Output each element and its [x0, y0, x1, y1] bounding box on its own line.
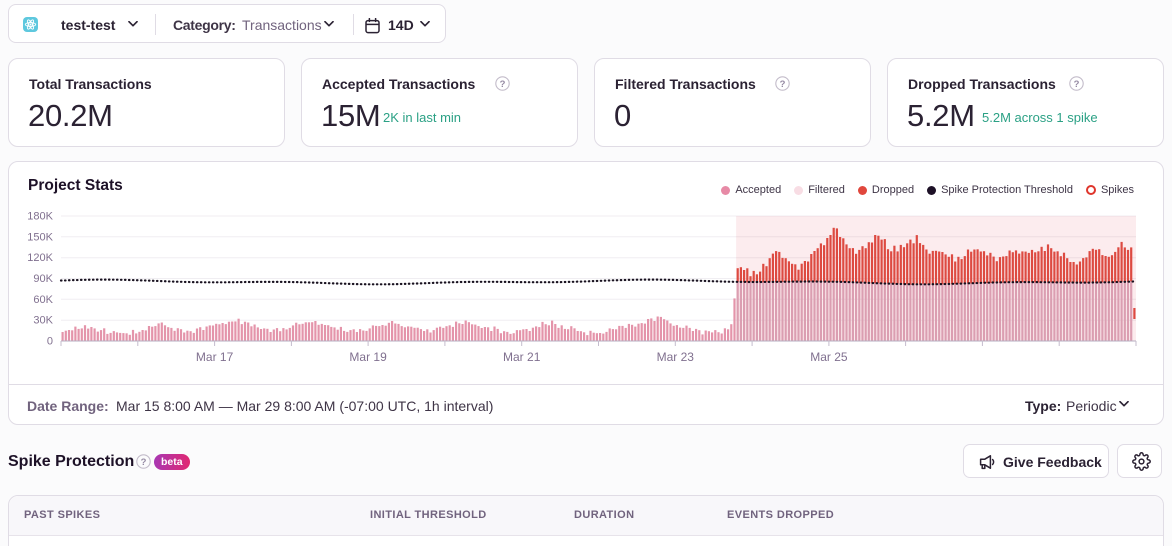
svg-text:150K: 150K [27, 231, 53, 243]
svg-text:120K: 120K [27, 252, 53, 264]
svg-text:Mar 17: Mar 17 [196, 350, 234, 364]
svg-text:Mar 25: Mar 25 [810, 350, 848, 364]
svg-text:90K: 90K [33, 273, 53, 285]
svg-text:30K: 30K [33, 315, 53, 327]
svg-text:180K: 180K [27, 211, 53, 223]
svg-text:?: ? [779, 79, 785, 90]
svg-text:0: 0 [47, 336, 53, 348]
svg-text:?: ? [499, 79, 505, 90]
svg-text:Mar 23: Mar 23 [657, 350, 695, 364]
svg-text:60K: 60K [33, 294, 53, 306]
svg-text:?: ? [1073, 79, 1079, 90]
svg-text:Mar 21: Mar 21 [503, 350, 541, 364]
svg-text:Mar 19: Mar 19 [349, 350, 387, 364]
svg-text:?: ? [140, 457, 146, 468]
